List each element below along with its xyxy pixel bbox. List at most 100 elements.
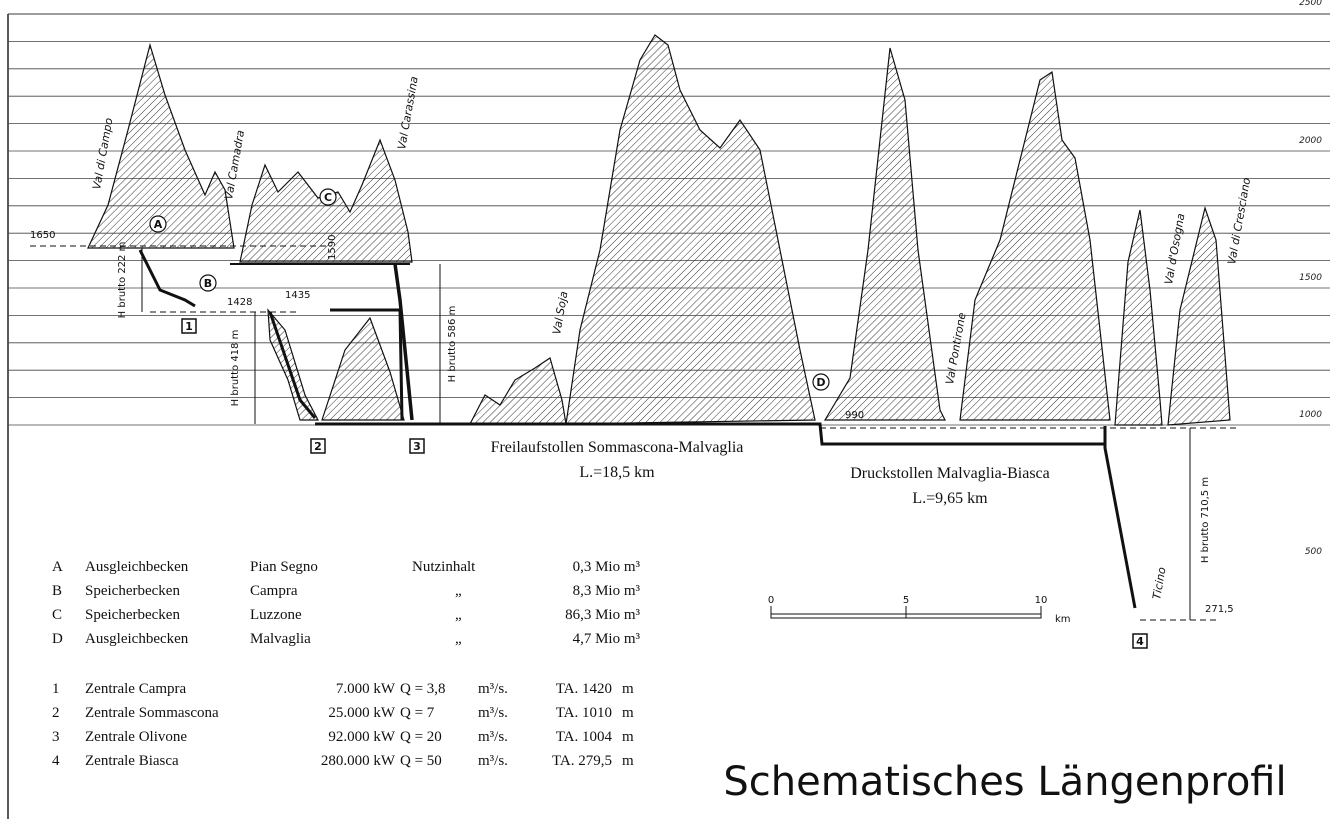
station-marker-label: 2 [314,440,322,453]
station-cell: Zentrale Olivone [85,729,187,745]
station-cell: Zentrale Biasca [85,753,179,769]
station-cell: TA. 1004 [556,729,613,745]
tunnel-length: L.=9,65 km [912,490,988,507]
scale-bar: 0 5 10 km [768,595,1071,625]
level-label: 1435 [285,290,310,301]
basin-cell: Campra [250,583,298,599]
station-cell: 2 [52,705,60,721]
station-marker [1132,633,1148,649]
basin-marker [812,373,830,391]
elevation-label: 1000 [1299,410,1322,420]
basin-marker-label: D [816,376,825,389]
level-label: 990 [845,410,864,421]
scale-label: 10 [1035,595,1048,606]
station-cell: 3 [52,729,60,745]
mountain [469,357,567,425]
basin-cell: „ [455,631,462,647]
station-cell: 4 [52,753,60,769]
mountains [87,34,1231,426]
station-cell: m [622,681,634,697]
mountain [565,34,816,425]
station-cell: TA. 279,5 [552,753,612,769]
level-label: 1428 [227,297,252,308]
basin-marker [319,188,337,206]
basin-cell: Nutzinhalt [412,559,476,575]
basin-marker-label: C [324,191,332,204]
mountain [1114,209,1163,426]
station-cell: Q = 7 [400,705,435,721]
basin-cell: Pian Segno [250,559,318,575]
level-label: 1650 [30,230,55,241]
head-label: H brutto 710,5 m [1200,477,1211,563]
station-cell: 1 [52,681,60,697]
station-cell: Zentrale Sommascona [85,705,219,721]
head-label: H brutto 586 m [447,306,458,383]
basin-cell: 4,7 Mio m³ [573,631,641,647]
station-cell: m [622,729,634,745]
station-cell: Q = 50 [400,753,442,769]
elevation-label: 1500 [1299,273,1322,283]
basin-cell: B [52,583,62,599]
penstock [393,263,414,421]
mountain [87,42,235,249]
station-cell: Zentrale Campra [85,681,187,697]
station-marker-label: 3 [413,440,421,453]
station-cell: m³/s. [478,705,508,721]
station-cell: TA. 1010 [556,705,612,721]
level-label: 271,5 [1205,604,1234,615]
water-lines [30,245,1240,621]
station-marker-label: 4 [1136,635,1144,648]
basin-cell: Ausgleichbecken [85,559,189,575]
markers: A B C D 1 2 3 4 [149,188,1148,649]
elevation-label: 500 [1305,547,1322,557]
tunnel [315,422,1105,446]
tunnel-name: Freilaufstollen Sommascona-Malvaglia [491,439,744,456]
basin-cell: 86,3 Mio m³ [565,607,640,623]
station-cell: m³/s. [478,681,508,697]
basin-cell: D [52,631,63,647]
head-label: H brutto 222 m [117,242,128,319]
head-label: H brutto 418 m [230,330,241,407]
title: Schematisches Längenprofil [723,759,1286,805]
basin-cell: Ausgleichbecken [85,631,189,647]
basin-cell: C [52,607,62,623]
basin-marker-label: B [204,277,212,290]
mountain [1167,205,1231,426]
basin-cell: Speicherbecken [85,583,180,599]
basin-cell: A [52,559,63,575]
penstock [1103,426,1137,609]
basin-cell: Luzzone [250,607,302,623]
basin-marker [199,274,217,292]
mountain [321,316,405,421]
station-cell: 280.000 kW [321,753,396,769]
station-marker [310,438,326,454]
scale-label: 5 [903,595,909,606]
basin-cell: Speicherbecken [85,607,180,623]
basin-marker-label: A [154,218,163,231]
mountain [267,308,319,421]
station-cell: 92.000 kW [328,729,396,745]
station-cell: TA. 1420 [556,681,612,697]
station-cell: 7.000 kW [336,681,396,697]
head-dimensions [141,248,1191,620]
tunnel-length: L.=18,5 km [579,464,655,481]
scale-label: 0 [768,595,774,606]
valley-label: Ticino [1150,566,1169,601]
station-cell: Q = 3,8 [400,681,446,697]
basin-cell: „ [455,607,462,623]
basin-cell: Malvaglia [250,631,311,647]
mountain [823,47,946,421]
basin-cell: „ [455,583,462,599]
basin-cell: 0,3 Mio m³ [573,559,641,575]
station-cell: Q = 20 [400,729,442,745]
penstock [138,249,196,308]
tunnel-labels: Freilaufstollen Sommascona-Malvaglia L.=… [491,439,1050,507]
mountain [959,70,1111,421]
station-cell: m³/s. [478,753,508,769]
station-cell: m [622,753,634,769]
scale-unit: km [1055,614,1071,625]
level-label: 1590 [327,235,338,260]
penstock [268,311,317,419]
station-marker-label: 1 [185,320,193,333]
